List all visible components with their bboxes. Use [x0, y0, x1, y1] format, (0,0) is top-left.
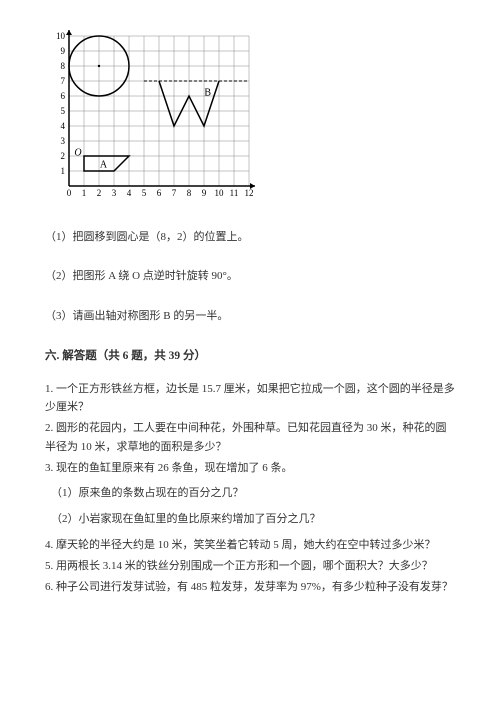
problem-3-1: （1）原来鱼的条数占现在的百分之几？ [51, 485, 455, 503]
svg-text:5: 5 [142, 188, 147, 198]
svg-text:6: 6 [157, 188, 162, 198]
problem-6: 6. 种子公司进行发芽试验，有 485 粒发芽，发芽率为 97%，有多少粒种子没… [45, 578, 455, 597]
svg-text:3: 3 [61, 136, 66, 146]
svg-text:8: 8 [61, 61, 66, 71]
svg-text:9: 9 [202, 188, 207, 198]
svg-text:5: 5 [61, 106, 66, 116]
grid-figure: 012345678910111212345678910AOB [55, 30, 455, 207]
svg-text:4: 4 [127, 188, 132, 198]
svg-text:B: B [204, 87, 211, 98]
svg-text:11: 11 [230, 188, 239, 198]
problem-3: 3. 现在的鱼缸里原来有 26 条鱼，现在增加了 6 条。 [45, 459, 455, 478]
svg-text:O: O [74, 147, 81, 158]
svg-text:A: A [100, 159, 108, 170]
problem-5: 5. 用两根长 3.14 米的铁丝分别围成一个正方形和一个圆，哪个面积大？大多少… [45, 557, 455, 576]
svg-text:7: 7 [61, 76, 66, 86]
question-1: （1）把圆移到圆心是（8，2）的位置上。 [45, 229, 455, 247]
svg-text:12: 12 [245, 188, 254, 198]
problem-4: 4. 摩天轮的半径大约是 10 米，笑笑坐着它转动 5 周，她大约在空中转过多少… [45, 536, 455, 555]
svg-text:7: 7 [172, 188, 177, 198]
svg-text:4: 4 [61, 121, 66, 131]
svg-text:9: 9 [61, 46, 66, 56]
grid-svg: 012345678910111212345678910AOB [55, 30, 255, 200]
problem-2: 2. 圆形的花园内，工人要在中间种花，外围种草。已知花园直径为 30 米，种花的… [45, 419, 455, 456]
svg-text:10: 10 [215, 188, 225, 198]
problem-3-2: （2）小岩家现在鱼缸里的鱼比原来约增加了百分之几？ [51, 511, 455, 529]
svg-text:6: 6 [61, 91, 66, 101]
svg-text:1: 1 [82, 188, 87, 198]
question-3: （3）请画出轴对称图形 B 的另一半。 [45, 308, 455, 326]
svg-text:2: 2 [61, 151, 66, 161]
section-6-header: 六. 解答题（共 6 题，共 39 分） [45, 347, 455, 365]
svg-text:1: 1 [61, 166, 66, 176]
problem-1: 1. 一个正方形铁丝方框，边长是 15.7 厘米，如果把它拉成一个圆，这个圆的半… [45, 380, 455, 417]
question-2: （2）把图形 A 绕 O 点逆时针旋转 90°。 [45, 268, 455, 286]
svg-text:3: 3 [112, 188, 117, 198]
svg-text:0: 0 [67, 188, 72, 198]
svg-text:2: 2 [97, 188, 102, 198]
svg-text:10: 10 [56, 31, 66, 41]
svg-text:8: 8 [187, 188, 192, 198]
